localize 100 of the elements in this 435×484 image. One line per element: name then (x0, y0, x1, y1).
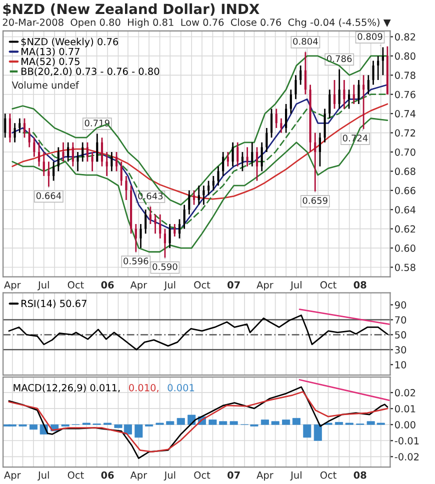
y-tick-label: 30 (395, 346, 406, 354)
candlestick (300, 64, 302, 86)
x-tick-label: Jul (164, 471, 176, 481)
candlestick (125, 175, 128, 201)
y-tick-label: 0.80 (395, 52, 416, 60)
candlestick (188, 190, 190, 216)
y-tick-label: -0.01 (394, 437, 419, 444)
x-tick-label: Oct (68, 471, 84, 479)
candlestick (318, 132, 321, 168)
annotation: Volume undef (12, 81, 80, 89)
candlestick (100, 136, 104, 168)
candlestick (178, 218, 181, 240)
candlestick (372, 60, 374, 86)
candlestick (115, 151, 118, 172)
candlestick (140, 223, 142, 249)
candlestick (67, 142, 70, 162)
y-tick-label: 0.02 (395, 389, 416, 396)
bar (208, 420, 217, 425)
candlestick (241, 151, 244, 172)
annotation: 0.596 (124, 258, 148, 264)
candlestick (328, 88, 331, 120)
text: 0.001 (168, 384, 194, 392)
y-tick-label: 50 (395, 331, 406, 339)
candlestick (304, 51, 306, 96)
bar (134, 424, 143, 438)
y-tick-label: 0.66 (395, 186, 416, 194)
candlestick (232, 142, 234, 168)
candlestick (236, 142, 239, 168)
bar (271, 421, 280, 425)
candlestick (28, 127, 30, 148)
chart-subtitle: 20-Mar-2008 Open 0.80 High 0.81 Low 0.76 Close 0.76 Chg -0.04 (-4.55%) ▼ (2, 18, 391, 28)
x-tick-label: Apr (4, 281, 21, 290)
candlestick (285, 103, 288, 134)
candlestick (183, 204, 186, 230)
y-tick-label: 0.00 (395, 421, 416, 428)
line-series (12, 55, 388, 206)
candlestick (294, 74, 297, 100)
candlestick (159, 214, 162, 240)
candlestick (82, 142, 84, 162)
candlestick (110, 151, 113, 172)
x-tick-label: Jul (290, 471, 302, 481)
bar (176, 418, 185, 425)
candlestick (270, 108, 273, 138)
y-tick-label: 0.72 (395, 129, 416, 137)
annotation: 0.786 (327, 55, 352, 62)
x-tick-label: 06 (101, 281, 114, 289)
legend-label: $NZD (Weekly) 0.76 (21, 38, 118, 48)
annotation: 0.643 (138, 192, 163, 200)
y-tick-label: 0.68 (395, 168, 416, 176)
y-tick-label: 0.58 (395, 264, 416, 272)
bar (282, 420, 290, 425)
y-tick-label: 70 (395, 316, 406, 324)
x-tick-label: Oct (320, 281, 336, 289)
x-tick-label: 08 (354, 471, 366, 479)
candlestick (76, 151, 79, 172)
candlestick (198, 184, 200, 206)
bar (314, 424, 322, 441)
y-tick-label: 0.64 (395, 206, 416, 214)
line-series (8, 314, 388, 350)
x-tick-label: Jul (38, 471, 49, 481)
candlestick (352, 84, 355, 105)
x-tick-label: 06 (101, 471, 114, 479)
bar (260, 420, 269, 425)
y-tick-label: 0.82 (395, 33, 416, 41)
y-tick-label: 0.70 (395, 148, 416, 156)
legend-label: RSI(14) 50.67 (22, 300, 86, 308)
candlestick (168, 223, 171, 249)
annotation: 0.659 (302, 197, 328, 204)
candlestick (72, 142, 74, 168)
bar (29, 424, 38, 430)
candlestick (154, 214, 156, 234)
text: 0.010, (129, 384, 158, 392)
y-tick-label: 90 (394, 301, 406, 309)
bar (219, 421, 228, 425)
x-tick-label: Apr (4, 472, 21, 481)
y-tick-label: 0.01 (395, 405, 416, 412)
x-tick-label: 07 (228, 281, 240, 289)
candlestick (338, 68, 340, 110)
x-tick-label: Apr (256, 281, 274, 290)
candlestick (367, 74, 370, 96)
chart-title: $NZD (New Zealand Dollar) INDX (3, 3, 260, 16)
candlestick (358, 79, 360, 105)
x-tick-label: 07 (228, 471, 240, 479)
candlestick (226, 151, 229, 168)
candlestick (149, 206, 152, 225)
candlestick (4, 112, 6, 138)
x-tick-label: Apr (130, 472, 148, 481)
candlestick (134, 223, 137, 253)
candlestick (33, 136, 36, 158)
candlestick (192, 190, 196, 206)
candlestick (18, 118, 21, 134)
x-tick-label: Oct (194, 281, 210, 289)
bar (292, 418, 300, 425)
annotation: 0.809 (358, 33, 382, 40)
candlestick (106, 151, 108, 177)
candlestick (62, 142, 64, 162)
candlestick (8, 112, 12, 144)
candlestick (348, 88, 350, 110)
x-tick-label: Apr (130, 281, 148, 290)
x-tick-label: Oct (320, 471, 336, 479)
